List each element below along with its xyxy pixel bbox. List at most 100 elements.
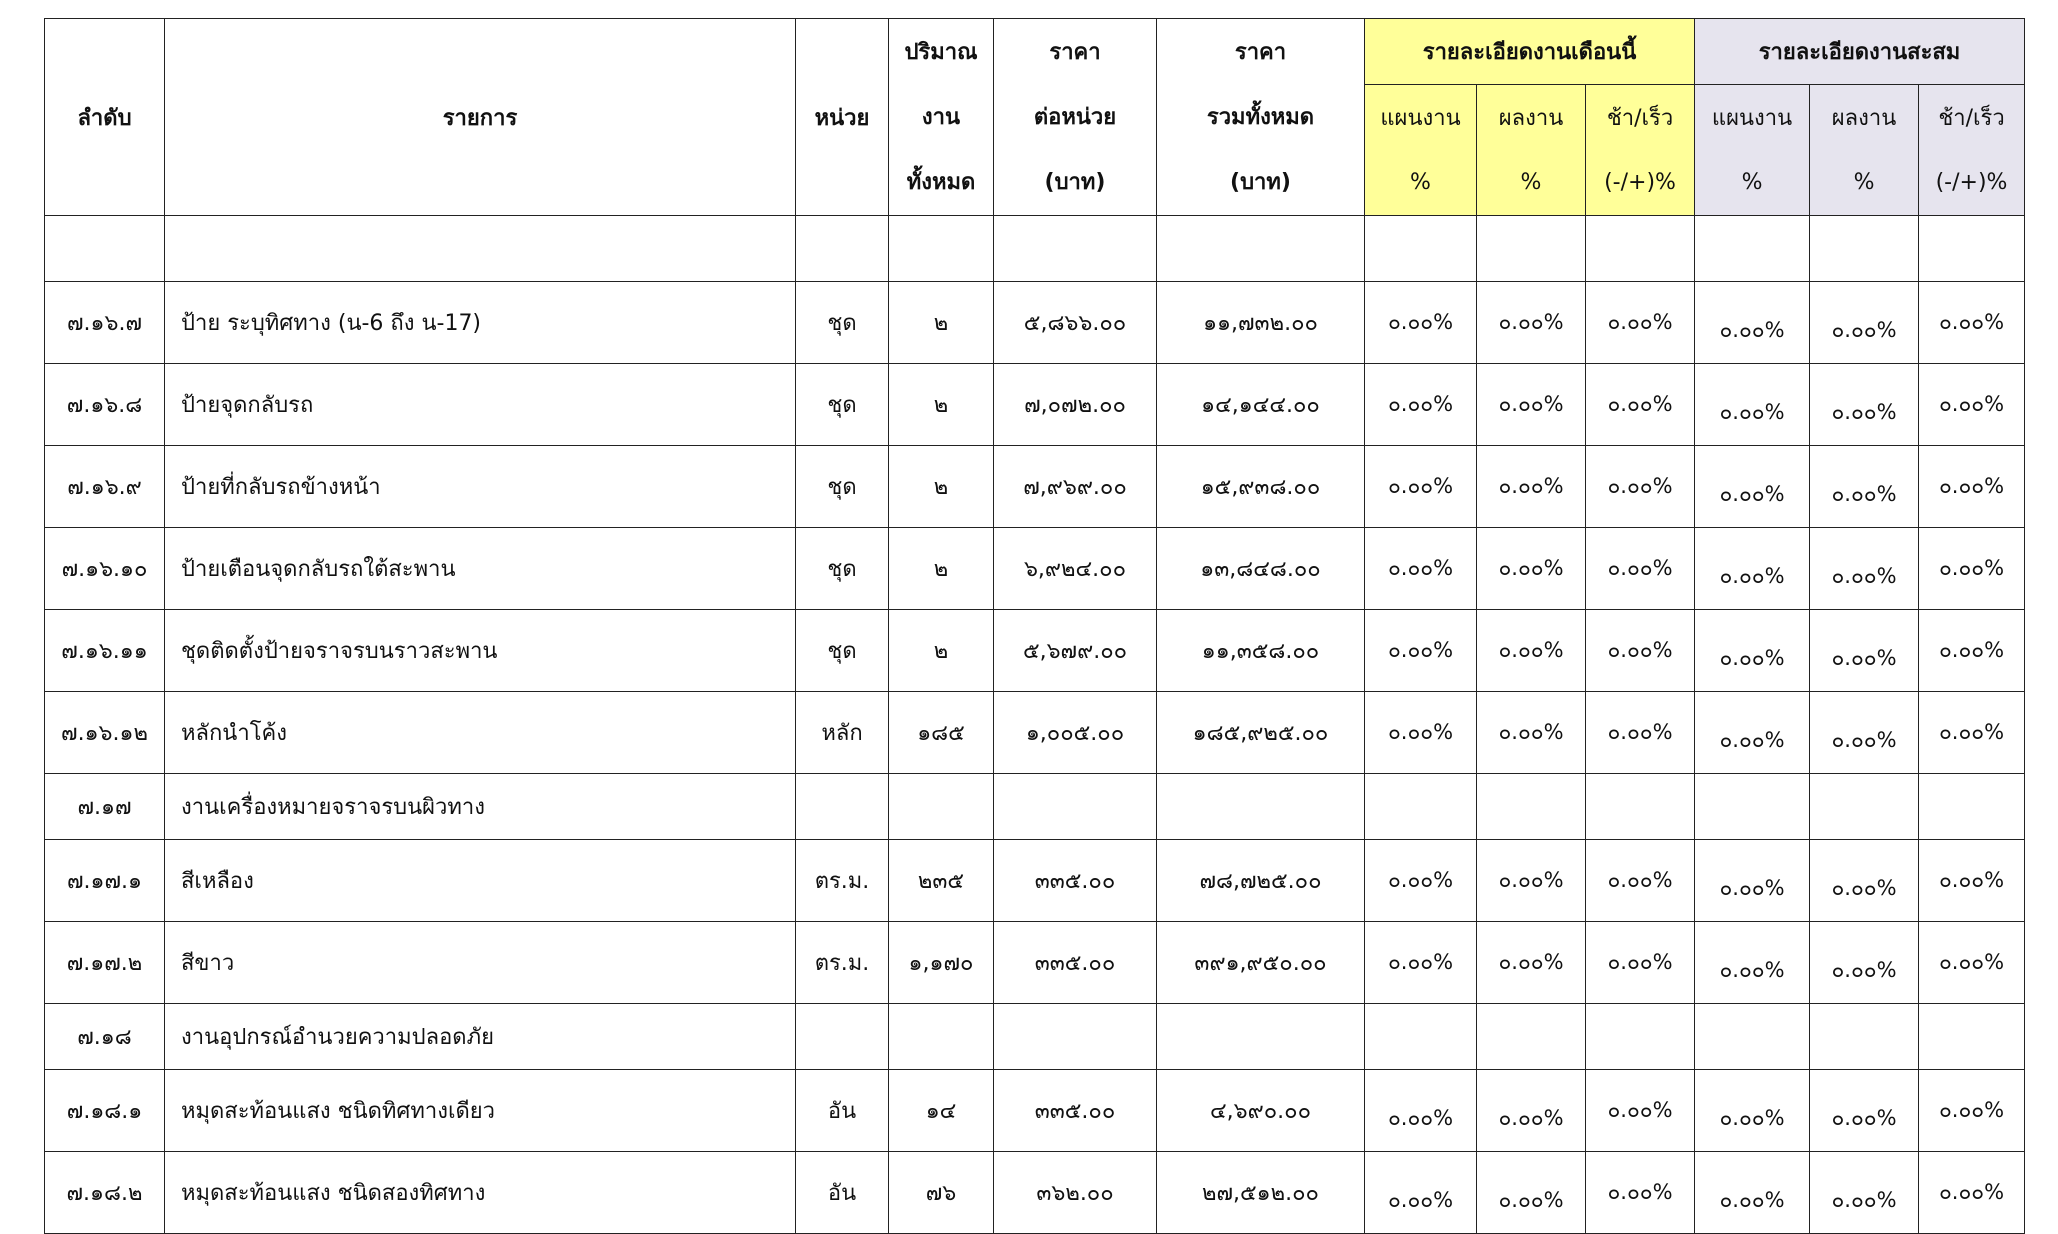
cell-item: งานเครื่องหมายจราจรบนผิวทาง — [164, 773, 796, 840]
cell-cum-result: ๐.๐๐% — [1809, 281, 1920, 364]
cell-qty: ๑,๑๗๐ — [888, 921, 994, 1004]
progress-table: ลำดับ รายการ หน่วย ปริมาณ งาน ทั้งหมด รา… — [44, 18, 2026, 1234]
cell-unit-price: ๓๖๒.๐๐ — [993, 1151, 1157, 1234]
cell-month-plan: ๐.๐๐% — [1364, 921, 1477, 1004]
cell-month-diff: ๐.๐๐% — [1584, 921, 1696, 1004]
cell-month-plan: ๐.๐๐% — [1364, 363, 1477, 446]
cell-cum-result: ๐.๐๐% — [1809, 921, 1920, 1004]
cell-qty: ๒ — [888, 527, 994, 610]
cell-month-diff: ๐.๐๐% — [1584, 1069, 1696, 1152]
header-item: รายการ — [164, 18, 796, 216]
cell-month-plan — [1364, 773, 1477, 840]
cell-total-price: ๑๑,๓๕๘.๐๐ — [1156, 609, 1365, 692]
cell-cum-diff: ๐.๐๐% — [1918, 281, 2026, 364]
cell-month-diff: ๐.๐๐% — [1584, 281, 1696, 364]
header-unit-pct: % — [1364, 150, 1477, 216]
cell-cum-plan — [1694, 1003, 1811, 1070]
cell-cum-diff — [1918, 215, 2026, 282]
cell-cum-result — [1809, 1003, 1920, 1070]
cell-item: หมุดสะท้อนแสง ชนิดทิศทางเดียว — [164, 1069, 796, 1152]
cell-item: ป้ายเตือนจุดกลับรถใต้สะพาน — [164, 527, 796, 610]
cell-cum-plan: ๐.๐๐% — [1694, 609, 1811, 692]
cell-total-price: ๗๘,๗๒๕.๐๐ — [1156, 839, 1365, 922]
cell-qty: ๒ — [888, 281, 994, 364]
cell-qty: ๒๓๕ — [888, 839, 994, 922]
cell-unit-price — [993, 1003, 1157, 1070]
cell-unit-price: ๕,๘๖๖.๐๐ — [993, 281, 1157, 364]
cell-item: ป้าย ระบุทิศทาง (น-6 ถึง น-17) — [164, 281, 796, 364]
cell-total-price: ๑๘๕,๙๒๕.๐๐ — [1156, 691, 1365, 774]
cell-cum-diff: ๐.๐๐% — [1918, 691, 2026, 774]
cell-cum-diff: ๐.๐๐% — [1918, 1151, 2026, 1234]
cell-cum-plan: ๐.๐๐% — [1694, 445, 1811, 528]
cell-cum-plan — [1694, 773, 1811, 840]
cell-unit: ตร.ม. — [795, 921, 889, 1004]
table-row: ๗.๑๗.๒ สีขาว ตร.ม. ๑,๑๗๐ ๓๓๕.๐๐ ๓๙๑,๙๕๐.๐๐ ๐.๐… — [44, 921, 2026, 1004]
cell-total-price — [1156, 773, 1365, 840]
cell-unit: ชุด — [795, 281, 889, 364]
cell-cum-result: ๐.๐๐% — [1809, 839, 1920, 922]
cell-cum-diff: ๐.๐๐% — [1918, 921, 2026, 1004]
cell-qty: ๒ — [888, 363, 994, 446]
cell-qty — [888, 773, 994, 840]
header-unit-pct: (-/+)% — [1584, 150, 1696, 216]
cell-unit-price: ๗,๙๖๙.๐๐ — [993, 445, 1157, 528]
cell-cum-plan: ๐.๐๐% — [1694, 363, 1811, 446]
cell-cum-result: ๐.๐๐% — [1809, 1069, 1920, 1152]
table-row — [44, 215, 2026, 282]
cell-cum-diff: ๐.๐๐% — [1918, 839, 2026, 922]
header-total-price-line: (บาท) — [1230, 169, 1291, 195]
cell-cum-diff: ๐.๐๐% — [1918, 527, 2026, 610]
cell-unit: ตร.ม. — [795, 839, 889, 922]
cell-cum-plan: ๐.๐๐% — [1694, 691, 1811, 774]
cell-item: หมุดสะท้อนแสง ชนิดสองทิศทาง — [164, 1151, 796, 1234]
header-unit-price: ราคา ต่อหน่วย (บาท) — [993, 18, 1157, 216]
cell-unit-price: ๓๓๕.๐๐ — [993, 1069, 1157, 1152]
cell-month-plan: ๐.๐๐% — [1364, 527, 1477, 610]
cell-cum-diff — [1918, 1003, 2026, 1070]
table-row: ๗.๑๗ งานเครื่องหมายจราจรบนผิวทาง — [44, 773, 2026, 840]
header-qty-line: ทั้งหมด — [906, 169, 976, 195]
cell-cum-result: ๐.๐๐% — [1809, 691, 1920, 774]
header-unit-price-line: (บาท) — [1044, 169, 1106, 195]
table-row: ๗.๑๘.๒ หมุดสะท้อนแสง ชนิดสองทิศทาง อัน ๗๖ ๓๖… — [44, 1151, 2026, 1234]
cell-month-plan — [1364, 1003, 1477, 1070]
cell-month-plan: ๐.๐๐% — [1364, 609, 1477, 692]
cell-month-result: ๐.๐๐% — [1476, 363, 1586, 446]
cell-qty — [888, 1003, 994, 1070]
cell-unit: อัน — [795, 1151, 889, 1234]
header-total-price-line: รวมทั้งหมด — [1206, 104, 1315, 130]
cell-cum-plan — [1694, 215, 1811, 282]
header-unit-pct: % — [1476, 150, 1586, 216]
cell-unit: ชุด — [795, 527, 889, 610]
header-this-month: รายละเอียดงานเดือนนี้ — [1363, 18, 1696, 85]
header-diff: ช้า/เร็ว — [1584, 84, 1696, 150]
cell-item: หลักนำโค้ง — [164, 691, 796, 774]
cell-month-diff: ๐.๐๐% — [1584, 363, 1696, 446]
cell-month-plan: ๐.๐๐% — [1364, 281, 1477, 364]
cell-month-result: ๐.๐๐% — [1476, 1069, 1586, 1152]
cell-cum-plan: ๐.๐๐% — [1694, 921, 1811, 1004]
cell-month-diff: ๐.๐๐% — [1584, 691, 1696, 774]
table-row: ๗.๑๗.๑ สีเหลือง ตร.ม. ๒๓๕ ๓๓๕.๐๐ ๗๘,๗๒๕.๐๐ ๐.๐… — [44, 839, 2026, 922]
cell-unit: หลัก — [795, 691, 889, 774]
cell-month-result: ๐.๐๐% — [1476, 445, 1586, 528]
cell-total-price: ๑๕,๙๓๘.๐๐ — [1156, 445, 1365, 528]
cell-cum-result — [1809, 773, 1920, 840]
cell-unit — [795, 215, 889, 282]
cell-cum-result: ๐.๐๐% — [1809, 363, 1920, 446]
cell-seq: ๗.๑๗.๑ — [44, 839, 165, 922]
cell-cum-diff: ๐.๐๐% — [1918, 609, 2026, 692]
cell-unit — [795, 1003, 889, 1070]
cell-item: สีเหลือง — [164, 839, 796, 922]
cell-seq: ๗.๑๖.๑๐ — [44, 527, 165, 610]
header-unit-pct: % — [1809, 150, 1920, 216]
cell-unit-price: ๓๓๕.๐๐ — [993, 921, 1157, 1004]
cell-cum-plan: ๐.๐๐% — [1694, 281, 1811, 364]
cell-item: ป้ายจุดกลับรถ — [164, 363, 796, 446]
cell-cum-result: ๐.๐๐% — [1809, 609, 1920, 692]
cell-total-price — [1156, 1003, 1365, 1070]
cell-month-diff: ๐.๐๐% — [1584, 609, 1696, 692]
cell-seq: ๗.๑๗.๒ — [44, 921, 165, 1004]
cell-cum-diff: ๐.๐๐% — [1918, 1069, 2026, 1152]
